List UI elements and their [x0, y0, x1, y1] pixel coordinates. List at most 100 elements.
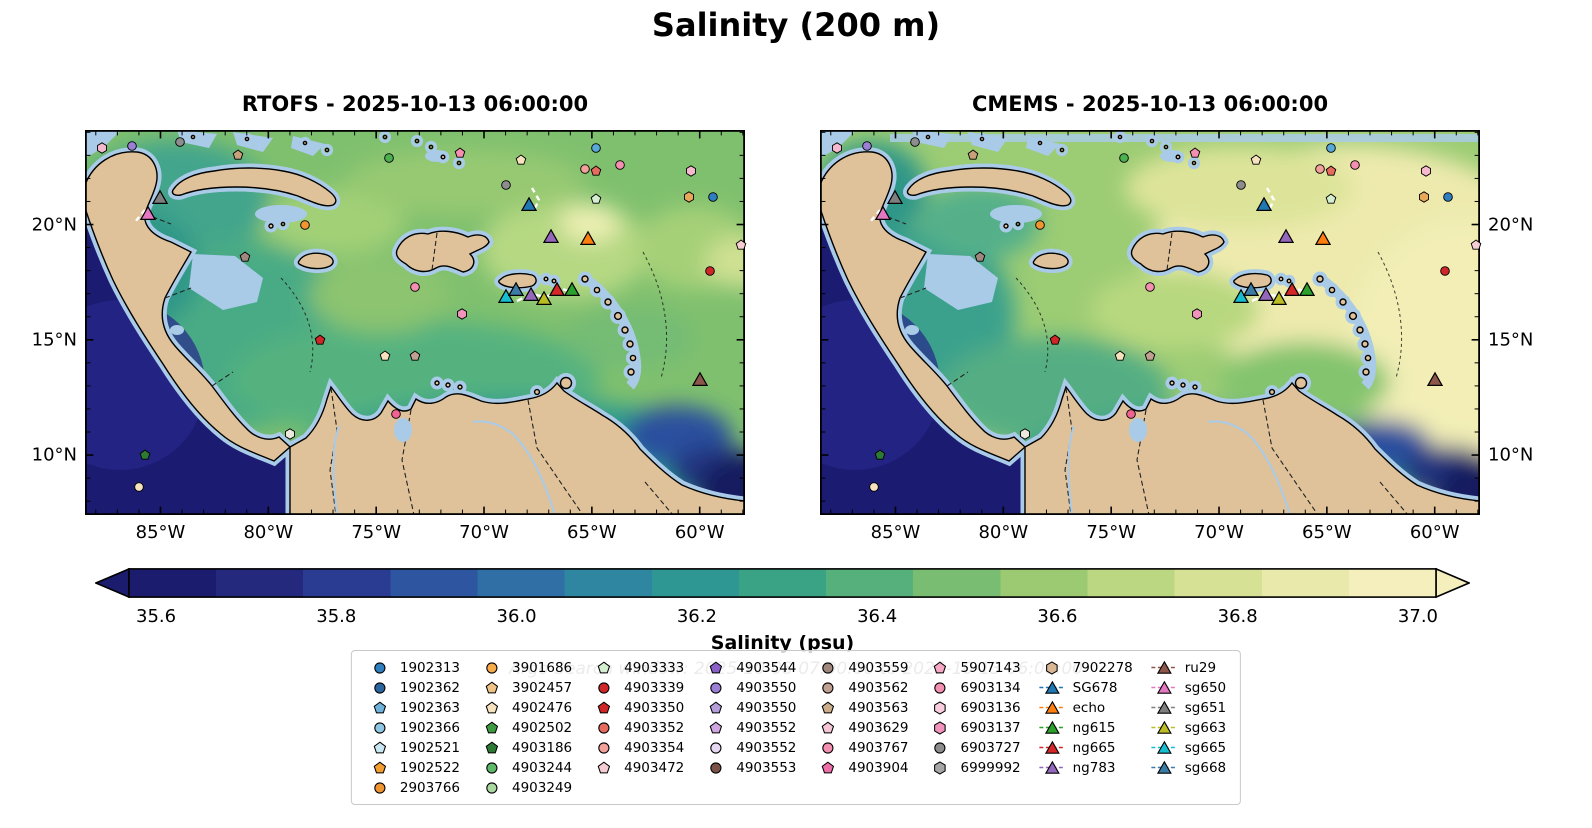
float-marker-circle [390, 408, 402, 420]
legend-hexagon-icon [927, 700, 954, 716]
legend-column: 1902313 1902362 1902363 1902366 1902521 19025… [366, 658, 460, 797]
glider-marker-triangle [887, 189, 904, 205]
x-tick-label: 70°W [459, 522, 509, 543]
legend-entry-label: 1902522 [399, 759, 460, 776]
legend-entry-label: 6903137 [960, 719, 1021, 736]
float-marker-circle [1349, 159, 1361, 171]
legend-entry: 1902521 [366, 738, 460, 757]
legend-circle-icon [478, 780, 505, 796]
legend-column: 5907143 6903134 6903136 6903137 6903727 69999… [927, 658, 1021, 797]
legend-circle-icon [590, 740, 617, 756]
legend-glider-icon [1039, 760, 1066, 776]
legend-entry: 4903186 [478, 738, 572, 757]
legend-entry: 4903472 [590, 758, 684, 777]
legend-entry-label: 4903767 [848, 739, 909, 756]
legend-entry: 1902522 [366, 758, 460, 777]
glider-marker-triangle [139, 205, 156, 221]
legend-circle-icon [927, 680, 954, 696]
legend-entry: 4903550 [702, 678, 796, 697]
legend-entry-label: 4903553 [736, 759, 797, 776]
legend-entry-label: 1902366 [399, 719, 460, 736]
float-marker-pentagon [1250, 154, 1262, 166]
legend-entry: 2903766 [366, 778, 460, 797]
legend-entry-label: 4903352 [624, 719, 685, 736]
legend-glider-icon [1151, 660, 1178, 676]
x-tick-label: 85°W [135, 522, 186, 543]
legend-glider-icon [1039, 740, 1066, 756]
float-marker-circle [383, 152, 395, 164]
legend-column: 4903544 4903550 4903550 4903552 4903552 49035… [702, 658, 796, 797]
marker-layer-cmems [820, 130, 1482, 515]
legend-entry: sg651 [1151, 698, 1226, 717]
glider-marker-triangle [1299, 281, 1316, 297]
float-marker-hexagon [1418, 191, 1430, 203]
float-marker-pentagon [379, 350, 391, 362]
float-marker-pentagon [232, 149, 244, 161]
float-marker-pentagon [590, 165, 602, 177]
float-marker-pentagon [515, 154, 527, 166]
legend-entry: 1902313 [366, 658, 460, 677]
legend-pentagon-icon [590, 700, 617, 716]
legend-hexagon-icon [927, 720, 954, 736]
legend-entry: 4903352 [590, 718, 684, 737]
float-marker-circle [1034, 219, 1046, 231]
glider-marker-triangle [1284, 281, 1301, 297]
legend-entry-label: 7902278 [1072, 659, 1133, 676]
legend-glider-icon [1151, 720, 1178, 736]
legend-pentagon-icon [927, 660, 954, 676]
colorbar-tick-label: 36.6 [1037, 606, 1078, 627]
legend-entry: echo [1039, 698, 1133, 717]
x-tick-label: 65°W [567, 522, 617, 543]
axis-tickmarks [86, 131, 744, 514]
legend-entry: 4903244 [478, 758, 572, 777]
legend-pentagon-icon [366, 700, 393, 716]
legend-circle-icon [702, 740, 729, 756]
legend-pentagon-icon [478, 700, 505, 716]
float-marker-circle [704, 265, 716, 277]
legend-entry: 1902363 [366, 698, 460, 717]
legend-circle-icon [366, 720, 393, 736]
legend-pentagon-icon [590, 760, 617, 776]
legend-column: 4903559 4903562 4903563 4903629 4903767 49039… [814, 658, 909, 797]
colorbar-tick-label: 35.8 [316, 606, 357, 627]
float-marker-hexagon [1191, 308, 1203, 321]
legend-entry-label: 6999992 [960, 759, 1021, 776]
legend-circle-icon [366, 660, 393, 676]
colorbar-tick-labels: 35.6 35.8 36.0 36.2 36.4 36.6 36.8 37.0 [95, 568, 1470, 627]
float-marker-circle [1314, 163, 1326, 175]
legend-entry: 4903553 [702, 758, 796, 777]
legend-entry-label: SG678 [1072, 679, 1118, 696]
legend-column: 4903333 4903339 4903350 4903352 4903354 49034… [590, 658, 684, 797]
legend-entry: 4902502 [478, 718, 572, 737]
legend-circle-icon [478, 660, 505, 676]
figure-title: Salinity (200 m) [651, 6, 941, 44]
legend-glider-icon [1151, 680, 1178, 696]
legend-column: ru29 sg650 sg651 sg663 sg665 sg668 [1151, 658, 1226, 797]
colorbar-tick-label: 36.2 [676, 606, 717, 627]
float-marker-pentagon [1114, 350, 1126, 362]
legend-entry-label: 1902313 [399, 659, 460, 676]
legend-entry-label: 4903552 [736, 739, 797, 756]
platform-legend: 1902313 1902362 1902363 1902366 1902521 19025… [350, 650, 1242, 805]
legend-entry-label: ru29 [1184, 659, 1217, 676]
float-marker-pentagon [1189, 147, 1201, 159]
float-marker-hexagon [831, 142, 843, 155]
legend-pentagon-icon [590, 660, 617, 676]
legend-entry: 4902476 [478, 698, 572, 717]
legend-columns: 1902313 1902362 1902363 1902366 1902521 19025… [366, 658, 1226, 797]
float-marker-circle [1325, 142, 1337, 154]
legend-entry-label: 4903559 [848, 659, 909, 676]
float-marker-pentagon [967, 149, 979, 161]
float-marker-circle [590, 142, 602, 154]
legend-entry: 4903350 [590, 698, 684, 717]
legend-pentagon-icon [814, 700, 841, 716]
float-marker-circle [299, 219, 311, 231]
y-tick-label: 20°N [1488, 214, 1534, 236]
legend-entry-label: 4902476 [512, 699, 573, 716]
legend-column: 7902278 SG678 echo ng615 ng665 ng783 [1039, 658, 1133, 797]
map-rtofs [85, 130, 747, 515]
legend-hexagon-icon [1039, 660, 1066, 676]
legend-entry: 4903354 [590, 738, 684, 757]
float-marker-pentagon [1049, 334, 1061, 346]
